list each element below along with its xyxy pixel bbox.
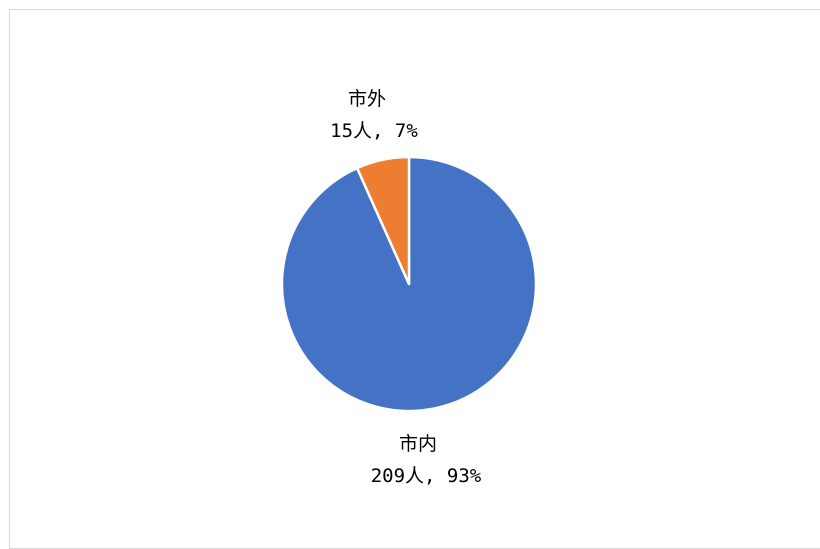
slice-label-shinai-name: 市内: [399, 433, 437, 455]
slice-label-shigai: 市外 15人, 7%: [330, 88, 418, 142]
pie-slice-shigai: [355, 155, 411, 286]
pie-chart: 市内 209人, 93% 市外 15人, 7%: [280, 88, 538, 487]
slice-label-shinai: 市内 209人, 93%: [371, 433, 482, 487]
slice-label-shinai-value: 209人, 93%: [371, 465, 482, 487]
slice-label-shigai-name: 市外: [348, 88, 386, 110]
pie-slices: [280, 155, 538, 413]
slice-label-shigai-value: 15人, 7%: [330, 120, 418, 142]
